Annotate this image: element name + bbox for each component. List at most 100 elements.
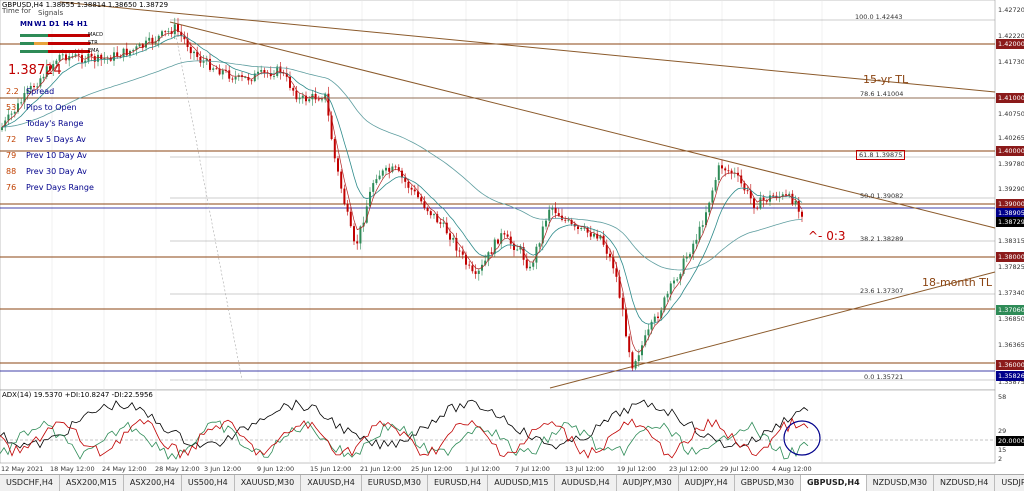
- candle-body: [221, 70, 224, 75]
- candle-body: [397, 167, 400, 171]
- candle-body: [708, 202, 711, 213]
- chart-area[interactable]: GBPUSD,H4 1.38655 1.38814 1.38650 1.3872…: [0, 0, 1024, 473]
- candle-body: [692, 243, 695, 255]
- trendline-15yr[interactable]: [59, 1, 996, 93]
- trendline-descending[interactable]: [169, 21, 996, 229]
- signal-cell: [34, 34, 48, 37]
- date-label: 3 Jun 12:00: [204, 465, 242, 473]
- tab-audjpy-m30[interactable]: AUDJPY,M30: [617, 475, 679, 491]
- tab-xauusd-m30[interactable]: XAUUSD,M30: [235, 475, 302, 491]
- candle-body: [740, 175, 743, 184]
- candle-body: [289, 76, 291, 88]
- candle-body: [103, 58, 106, 60]
- tab-asx200-h4[interactable]: ASX200,H4: [124, 475, 182, 491]
- candle-body: [285, 73, 288, 77]
- price-tag-1.38905: 1.38905: [996, 208, 1024, 218]
- candle-body: [391, 166, 394, 172]
- tab-usdjpy-m30[interactable]: USDJPY,M30: [995, 475, 1024, 491]
- stat-value: 79: [6, 151, 17, 160]
- stat-label: Prev Days Range: [26, 183, 94, 192]
- stat-value: 53: [6, 103, 17, 112]
- candle-body: [23, 92, 26, 103]
- header-subtitle: Time for: [2, 7, 31, 15]
- candle-body: [7, 114, 10, 121]
- stat-prev-10-day: 79 Prev 10 Day Av: [6, 151, 87, 160]
- price-chart[interactable]: [0, 0, 1024, 472]
- tf-w1: W1: [34, 20, 47, 28]
- candle-body: [269, 73, 272, 77]
- price-axis-label: 1.41730: [998, 58, 1024, 66]
- date-label: 18 May 12:00: [50, 465, 95, 473]
- tab-nzdusd-h4[interactable]: NZDUSD,H4: [934, 475, 996, 491]
- signal-cell: [62, 42, 76, 45]
- candle-body: [801, 211, 803, 217]
- candle-body: [141, 44, 144, 48]
- candle-body: [529, 266, 531, 269]
- candle-body: [295, 90, 298, 100]
- candle-body: [215, 68, 218, 70]
- candle-body: [669, 283, 672, 294]
- candle-body: [356, 241, 359, 244]
- stat-label: Prev 5 Days Av: [26, 135, 86, 144]
- signal-cell: [20, 50, 34, 53]
- candle-body: [781, 194, 784, 197]
- candle-body: [493, 239, 496, 254]
- candle-body: [260, 69, 263, 72]
- candle-body: [410, 187, 413, 190]
- signal-cell: [48, 42, 62, 45]
- candle-body: [157, 35, 160, 42]
- tab-asx200-m15[interactable]: ASX200,M15: [60, 475, 124, 491]
- tab-gbpusd-h4[interactable]: GBPUSD,H4: [800, 475, 867, 491]
- candle-body: [170, 31, 173, 35]
- candle-body: [727, 170, 730, 172]
- candle-body: [247, 77, 250, 81]
- stat-label: Pips to Open: [26, 103, 77, 112]
- date-label: 7 Jul 12:00: [515, 465, 550, 473]
- candle-body: [42, 76, 45, 79]
- adx-header: ADX(14) 19.5370 +DI:10.8247 -DI:22.5956: [2, 391, 153, 399]
- candle-body: [167, 31, 170, 32]
- fib-label-23.6: 23.6 1.37307: [860, 287, 904, 295]
- candle-body: [433, 214, 435, 216]
- price-axis-label: 1.42220: [998, 32, 1024, 40]
- candle-body: [589, 232, 592, 237]
- trendline-18month[interactable]: [549, 271, 996, 389]
- tab-eurusd-h4[interactable]: EURUSD,H4: [428, 475, 489, 491]
- tab-audusd-h4[interactable]: AUDUSD,H4: [555, 475, 617, 491]
- candle-body: [788, 193, 791, 196]
- candle-body: [298, 97, 301, 100]
- tab-audusd-m15[interactable]: AUDUSD,M15: [488, 475, 556, 491]
- candle-body: [551, 208, 554, 210]
- tab-audjpy-h4[interactable]: AUDJPY,H4: [679, 475, 735, 491]
- adx-scale-label: 58: [998, 393, 1007, 401]
- stat-label: Prev 30 Day Av: [26, 167, 87, 176]
- candle-body: [26, 89, 29, 93]
- candle-body: [503, 233, 506, 235]
- tab-eurusd-m30[interactable]: EURUSD,M30: [362, 475, 428, 491]
- tab-gbpusd-m30[interactable]: GBPUSD,M30: [735, 475, 801, 491]
- candle-body: [55, 60, 58, 64]
- signal-cell: [34, 50, 48, 53]
- current-price-display: 1.38724: [8, 63, 62, 78]
- vertical-gridlines: [51, 0, 823, 463]
- tab-xauusd-h4[interactable]: XAUUSD,H4: [301, 475, 362, 491]
- adx-scale-label: 29: [998, 427, 1007, 435]
- candle-body: [305, 95, 307, 102]
- candle-body: [474, 271, 477, 274]
- stat-todays-range: Today's Range: [6, 119, 83, 128]
- tab-nzdusd-m30[interactable]: NZDUSD,M30: [867, 475, 935, 491]
- date-label: 12 May 2021: [1, 465, 44, 473]
- candle-body: [212, 68, 215, 70]
- candle-body: [173, 24, 176, 35]
- date-label: 15 Jun 12:00: [310, 465, 352, 473]
- candle-body: [122, 48, 125, 58]
- candle-body: [644, 335, 647, 346]
- candle-body: [564, 219, 567, 221]
- candle-body: [618, 276, 621, 298]
- tab-usdchf-h4[interactable]: USDCHF,H4: [0, 475, 60, 491]
- candle-body: [17, 103, 19, 112]
- tab-us500-h4[interactable]: US500,H4: [182, 475, 235, 491]
- plus-di-line: [0, 420, 809, 460]
- signal-cell: [48, 50, 62, 53]
- stat-prev-5-days: 72 Prev 5 Days Av: [6, 135, 86, 144]
